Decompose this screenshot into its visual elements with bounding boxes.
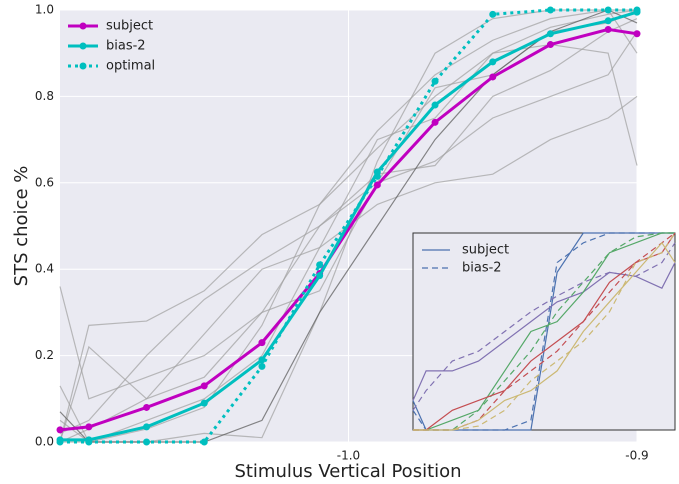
background-line xyxy=(412,242,676,411)
background-line xyxy=(59,43,638,443)
marker xyxy=(431,77,439,85)
legend-label: subject xyxy=(462,243,509,258)
background-line xyxy=(59,9,638,443)
marker xyxy=(546,30,554,38)
x-tick-label: -0.9 xyxy=(625,449,648,463)
series-line xyxy=(60,8,637,444)
y-tick-label: 0.6 xyxy=(35,175,54,189)
marker xyxy=(489,73,497,81)
series-line xyxy=(59,27,638,432)
background-line xyxy=(412,262,676,401)
marker xyxy=(316,272,324,280)
background-line xyxy=(413,232,675,431)
marker xyxy=(258,339,266,347)
marker xyxy=(316,261,324,269)
marker xyxy=(633,6,641,14)
legend-label: optimal xyxy=(106,59,155,74)
marker xyxy=(373,172,381,180)
marker xyxy=(489,58,497,66)
marker xyxy=(85,423,93,431)
background-line xyxy=(59,18,638,434)
marker xyxy=(431,101,439,109)
marker xyxy=(604,6,612,14)
marker xyxy=(489,10,497,18)
marker xyxy=(200,438,208,446)
series-line xyxy=(60,10,638,442)
y-axis-label: STS choice % xyxy=(11,166,32,287)
main-plot: 0.0 0.2 0.4 0.6 0.8 1.0 -1.0 -0.9 subject bias-2 o… xyxy=(35,3,649,463)
marker xyxy=(546,6,554,14)
legend-label: bias-2 xyxy=(462,261,502,276)
background-line xyxy=(60,9,638,443)
legend-marker xyxy=(79,42,87,50)
marker xyxy=(143,423,151,431)
y-tick-label: 1.0 xyxy=(35,3,54,17)
legend-marker xyxy=(79,22,87,30)
legend-marker xyxy=(79,62,87,70)
marker xyxy=(85,438,93,446)
marker xyxy=(431,118,439,126)
marker xyxy=(633,30,641,38)
inset-plot: subject bias-2 xyxy=(412,232,676,431)
background-line xyxy=(59,9,638,443)
marker xyxy=(604,17,612,25)
marker xyxy=(604,25,612,33)
marker xyxy=(56,426,64,434)
legend-label: bias-2 xyxy=(106,39,146,54)
marker xyxy=(258,362,266,370)
marker xyxy=(143,438,151,446)
x-axis-label: Stimulus Vertical Position xyxy=(234,461,461,482)
y-tick-label: 0.8 xyxy=(35,89,54,103)
marker xyxy=(143,403,151,411)
y-tick-label: 0.0 xyxy=(35,435,54,449)
x-tick-label: -1.0 xyxy=(337,449,360,463)
legend-label: subject xyxy=(106,19,153,34)
background-line xyxy=(413,232,676,431)
marker xyxy=(56,438,64,446)
marker xyxy=(258,356,266,364)
marker xyxy=(200,382,208,390)
marker xyxy=(546,41,554,49)
y-tick-label: 0.4 xyxy=(35,262,54,276)
background-line xyxy=(59,31,638,400)
y-tick-label: 0.2 xyxy=(35,348,54,362)
marker xyxy=(200,399,208,407)
marker xyxy=(373,181,381,189)
